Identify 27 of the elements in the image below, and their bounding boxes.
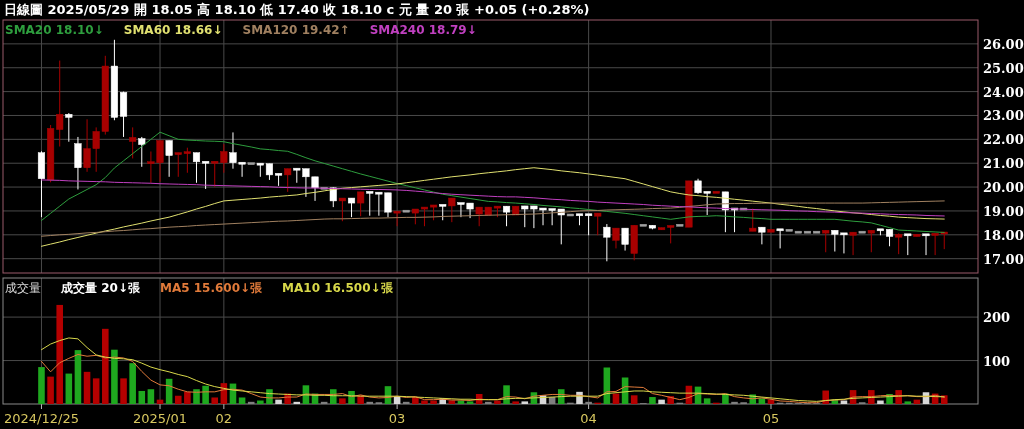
chart-title: 日線圖 2025/05/29 開 18.05 高 18.10 低 17.40 收 18.10 c 元 量 20 張 +0.05 (+0.28%) xyxy=(4,2,590,17)
y-tick-label: 26.00 xyxy=(983,36,1024,52)
x-tick-label: 2024/12/25 xyxy=(4,411,79,426)
y-tick-label: 200 xyxy=(983,310,1011,326)
text: SMA20 18.10↓ xyxy=(5,23,104,37)
y-tick-label: 18.00 xyxy=(983,227,1024,243)
y-tick-label: 20.00 xyxy=(983,180,1024,196)
y-tick-label: 25.00 xyxy=(983,60,1024,76)
series-label: 成交量 20↓張 xyxy=(60,281,141,295)
text: SMA120 19.42↑ xyxy=(242,23,350,37)
text: SMA60 18.66↓ xyxy=(123,23,223,37)
y-tick-label: 17.00 xyxy=(983,251,1024,267)
y-tick-label: 19.00 xyxy=(983,203,1024,219)
y-tick-label: 22.00 xyxy=(983,132,1024,148)
x-tick-label: 03 xyxy=(388,411,406,426)
text: MA10 16.500↓張 xyxy=(282,281,394,295)
y-tick-label: 100 xyxy=(983,353,1011,369)
y-tick-label: 24.00 xyxy=(983,84,1024,100)
x-tick-label: 2025/01 xyxy=(133,411,188,426)
y-tick-label: 23.00 xyxy=(983,108,1024,124)
text: SMA240 18.79↓ xyxy=(369,23,477,37)
y-tick-label: 21.00 xyxy=(983,156,1024,172)
chart-title: 成交量 xyxy=(5,281,41,295)
x-tick-label: 05 xyxy=(762,411,780,426)
x-tick-label: 02 xyxy=(215,411,233,426)
x-tick-label: 04 xyxy=(580,411,597,426)
text: MA5 15.600↓張 xyxy=(159,281,264,295)
